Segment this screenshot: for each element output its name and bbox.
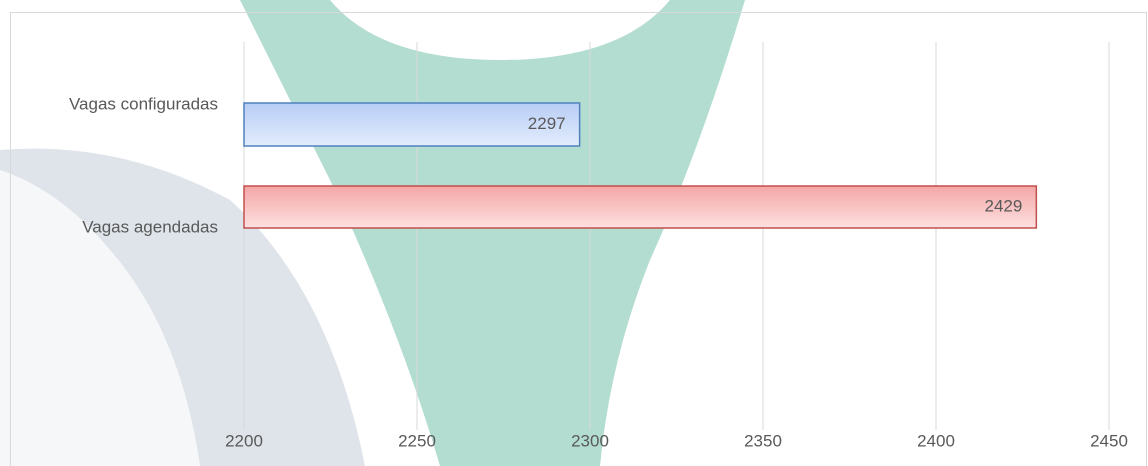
x-tick-label: 2450	[1090, 431, 1128, 450]
x-tick-label: 2250	[398, 431, 436, 450]
y-tick-label: Vagas agendadas	[82, 217, 218, 236]
y-tick-label: Vagas configuradas	[69, 94, 218, 113]
x-tick-label: 2300	[571, 431, 609, 450]
chart: 2200 2250 2300 2350 2400 2450 Vagas configurad…	[0, 0, 1148, 466]
bar	[244, 186, 1036, 228]
data-label: 2297	[528, 114, 566, 133]
x-tick-label: 2200	[225, 431, 263, 450]
x-tick-label: 2400	[917, 431, 955, 450]
data-label: 2429	[985, 196, 1023, 215]
x-tick-label: 2350	[744, 431, 782, 450]
